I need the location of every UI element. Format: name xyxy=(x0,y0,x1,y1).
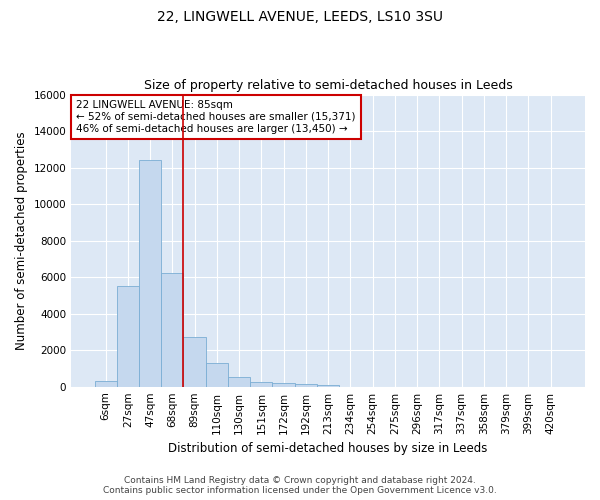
Title: Size of property relative to semi-detached houses in Leeds: Size of property relative to semi-detach… xyxy=(144,79,512,92)
Bar xyxy=(184,338,206,386)
Text: Contains HM Land Registry data © Crown copyright and database right 2024.
Contai: Contains HM Land Registry data © Crown c… xyxy=(103,476,497,495)
Bar xyxy=(250,382,272,386)
Bar xyxy=(139,160,161,386)
Bar xyxy=(295,384,317,386)
Y-axis label: Number of semi-detached properties: Number of semi-detached properties xyxy=(15,132,28,350)
Bar xyxy=(272,383,295,386)
Bar xyxy=(206,363,228,386)
Bar xyxy=(317,385,339,386)
Text: 22, LINGWELL AVENUE, LEEDS, LS10 3SU: 22, LINGWELL AVENUE, LEEDS, LS10 3SU xyxy=(157,10,443,24)
Bar xyxy=(117,286,139,386)
Bar xyxy=(95,381,117,386)
Bar xyxy=(161,274,184,386)
Bar xyxy=(228,376,250,386)
Text: 22 LINGWELL AVENUE: 85sqm
← 52% of semi-detached houses are smaller (15,371)
46%: 22 LINGWELL AVENUE: 85sqm ← 52% of semi-… xyxy=(76,100,356,134)
X-axis label: Distribution of semi-detached houses by size in Leeds: Distribution of semi-detached houses by … xyxy=(169,442,488,455)
